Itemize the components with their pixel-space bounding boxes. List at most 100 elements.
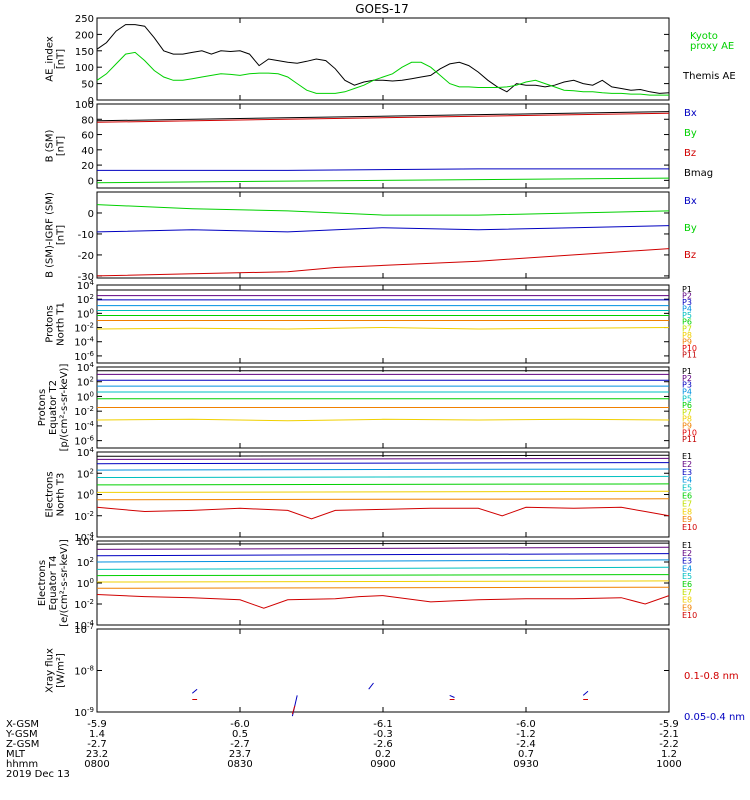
- legend-label-protons_t1-9: P10: [682, 344, 697, 353]
- legend-label-electrons_t3-5: E6: [682, 492, 692, 501]
- legend-label-electrons_t3-1: E2: [682, 460, 692, 469]
- legend-label-b_sm-1: By: [684, 128, 697, 139]
- legend-label-electrons_t4-6: E7: [682, 588, 692, 597]
- legend-label-electrons_t4-0: E1: [682, 541, 692, 550]
- x-tick-value-4-3: 1.2: [661, 749, 677, 760]
- legend-label-electrons_t4-8: E9: [682, 603, 692, 612]
- legend-label-ae-3: Themis AE: [682, 71, 736, 82]
- x-row-label-3: MLT: [6, 749, 26, 760]
- legend-label-protons_t2-10: P11: [682, 435, 697, 444]
- legend-label-electrons_t3-6: E7: [682, 499, 692, 508]
- series-line-electrons_t4-2: [96, 553, 670, 557]
- y-tick-label-electrons_t4-4: 10-4: [74, 619, 94, 632]
- x-tick-value-3-4: 0930: [513, 759, 538, 770]
- legend-label-electrons_t4-2: E3: [682, 557, 692, 566]
- y-axis-label-electrons_t3-0: Electrons: [45, 471, 56, 517]
- series-line-b_sm_igrf-1: [96, 225, 670, 233]
- y-tick-label-b_sm-1: 20: [81, 161, 94, 172]
- legend-label-b_sm_igrf-0: Bx: [684, 196, 697, 207]
- legend-label-electrons_t3-9: E10: [682, 523, 697, 532]
- y-axis-label-protons_t2-0: Protons: [37, 389, 48, 426]
- x-tick-value-0-3: 23.2: [86, 749, 108, 760]
- y-tick-label-protons_t1-3: 10-2: [74, 322, 94, 335]
- y-tick-label-protons_t2-0: 104: [77, 361, 95, 374]
- y-axis-label-electrons_t4-0: Electrons: [37, 560, 48, 606]
- legend-label-electrons_t3-4: E5: [682, 484, 692, 493]
- x-tick-value-4-1: -2.1: [659, 729, 679, 740]
- series-line-electrons_t3-8: [96, 506, 670, 520]
- y-tick-label-xray-2: 10-9: [74, 706, 94, 719]
- legend-label-b_sm_igrf-2: Bz: [684, 250, 696, 261]
- y-tick-label-electrons_t3-3: 10-2: [74, 510, 94, 523]
- x-row-label-4: hhmm: [6, 759, 38, 770]
- legend-label-protons_t1-10: P11: [682, 350, 697, 359]
- x-tick-value-3-1: -1.2: [516, 729, 536, 740]
- panel-frame-protons_t1: [96, 284, 670, 364]
- series-line-electrons_t4-3: [96, 559, 670, 563]
- series-line-b_sm-3: [96, 177, 670, 184]
- y-tick-label-protons_t1-4: 10-4: [74, 336, 94, 349]
- y-axis-label-electrons_t4-2: [e/(cm²-s-sr-keV)]: [59, 539, 70, 627]
- y-tick-label-electrons_t3-0: 104: [77, 446, 95, 459]
- legend-label-ae-0: Kyoto: [690, 31, 718, 42]
- y-tick-label-ae-5: 250: [75, 14, 94, 25]
- y-tick-label-electrons_t4-2: 100: [77, 577, 94, 590]
- legend-label-b_sm-3: Bmag: [684, 168, 713, 179]
- series-line-xray-6: [291, 705, 296, 715]
- y-axis-label-b_sm_igrf-1: [nT]: [56, 225, 67, 245]
- y-axis-label-xray-1: [W/m²]: [56, 653, 67, 688]
- y-tick-label-xray-1: 10-8: [74, 665, 94, 678]
- x-row-label-0: X-GSM: [6, 719, 39, 730]
- chart-title: GOES-17: [355, 2, 409, 16]
- legend-label-protons_t1-1: P2: [682, 292, 692, 301]
- series-line-electrons_t3-2: [96, 462, 670, 465]
- y-tick-label-electrons_t3-4: 10-4: [74, 531, 94, 544]
- x-tick-value-4-2: -2.2: [659, 739, 679, 750]
- legend-label-protons_t1-5: P6: [682, 318, 692, 327]
- legend-label-protons_t2-9: P10: [682, 428, 697, 437]
- legend-label-protons_t1-0: P1: [682, 285, 692, 294]
- x-row-label-2: Z-GSM: [6, 739, 39, 750]
- legend-label-protons_t2-7: P8: [682, 415, 692, 424]
- series-line-ae-0: [96, 24, 670, 94]
- x-tick-value-1-2: -2.7: [230, 739, 250, 750]
- legend-label-protons_t1-3: P4: [682, 305, 692, 314]
- x-tick-value-3-2: -2.4: [516, 739, 536, 750]
- x-tick-value-1-3: 23.7: [229, 749, 251, 760]
- legend-label-protons_t2-4: P5: [682, 394, 692, 403]
- legend-label-b_sm_igrf-1: By: [684, 223, 697, 234]
- series-line-xray-4: [582, 690, 589, 696]
- legend-label-electrons_t4-9: E10: [682, 611, 697, 620]
- legend-label-electrons_t3-2: E3: [682, 468, 692, 477]
- series-line-electrons_t3-0: [96, 454, 670, 457]
- y-tick-label-protons_t2-4: 10-4: [74, 420, 94, 433]
- series-line-electrons_t4-1: [96, 546, 670, 550]
- y-axis-label-xray-0: Xray flux: [45, 648, 56, 693]
- x-row-label-1: Y-GSM: [5, 729, 38, 740]
- series-line-electrons_t4-6: [96, 580, 670, 583]
- panel-frame-electrons_t3: [96, 451, 670, 538]
- y-tick-label-protons_t2-2: 100: [77, 390, 94, 403]
- panel-frame-ae: [96, 17, 670, 101]
- legend-label-protons_t1-2: P3: [682, 298, 692, 307]
- x-tick-value-2-0: -6.1: [373, 719, 393, 730]
- legend-label-electrons_t3-7: E8: [682, 507, 692, 516]
- legend-label-xray-1: 0.05-0.4 nm: [684, 712, 745, 723]
- x-tick-value-3-0: -6.0: [516, 719, 536, 730]
- y-axis-label-b_sm-1: [nT]: [56, 136, 67, 156]
- series-line-xray-2: [368, 682, 374, 690]
- x-tick-value-3-3: 0.7: [518, 749, 534, 760]
- series-line-electrons_t4-5: [96, 574, 670, 577]
- y-tick-label-b_sm-3: 60: [81, 131, 94, 142]
- y-tick-label-ae-4: 200: [75, 30, 94, 41]
- y-axis-label-b_sm_igrf-0: B (SM)-IGRF (SM): [45, 192, 56, 278]
- series-line-electrons_t4-7: [96, 586, 670, 589]
- y-tick-label-electrons_t3-2: 100: [77, 489, 94, 502]
- y-tick-label-protons_t2-3: 10-2: [74, 405, 94, 418]
- series-line-ae-1: [96, 51, 669, 96]
- y-axis-label-protons_t1-1: North T1: [56, 302, 67, 346]
- x-tick-value-0-4: 0800: [84, 759, 109, 770]
- x-tick-value-1-4: 0830: [227, 759, 252, 770]
- y-tick-label-protons_t1-0: 104: [77, 279, 95, 292]
